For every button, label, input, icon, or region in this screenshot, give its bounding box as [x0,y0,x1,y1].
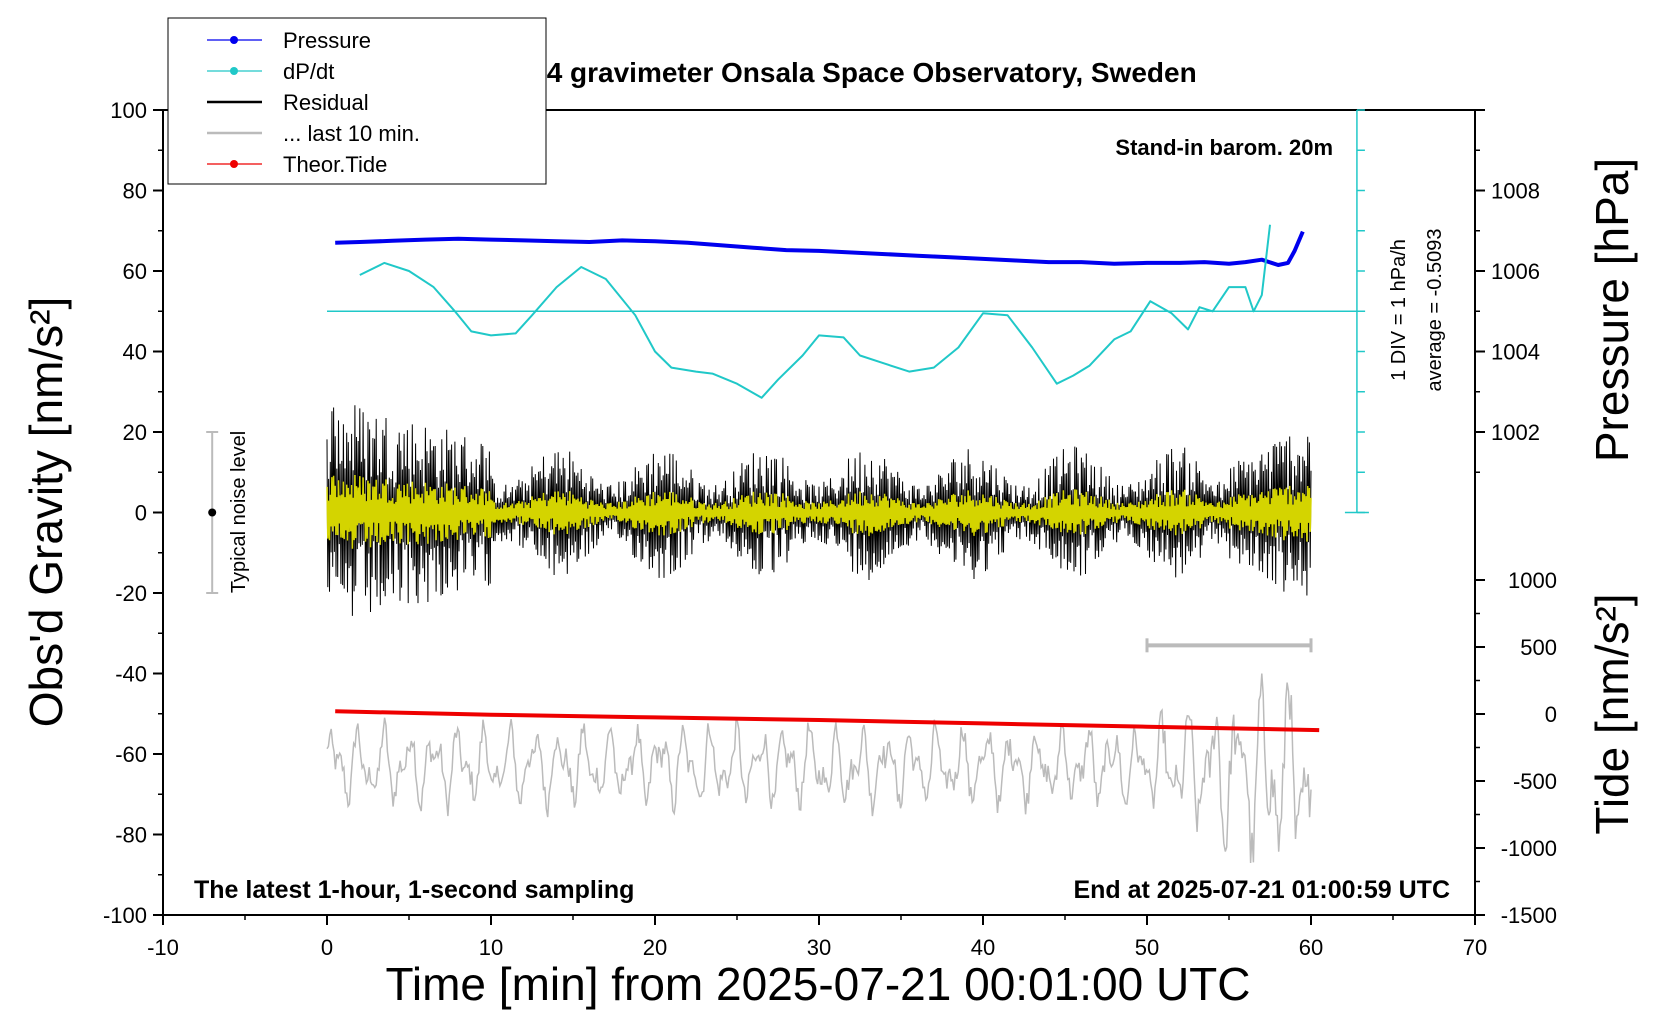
x-tick-label: 20 [643,935,667,960]
div-scale-note: 1 DIV = 1 hPa/h [1388,239,1410,381]
dpdt-line [359,224,1271,399]
tide-tick-label: -1000 [1501,836,1557,861]
legend-label: dP/dt [283,59,334,84]
x-tick-label: 70 [1463,935,1487,960]
x-axis-title: Time [min] from 2025-07-21 00:01:00 UTC [386,958,1251,1010]
legend-marker [230,67,238,75]
y-axis-title-tide: Tide [nm/s²] [1586,593,1638,834]
y-tick-label-left: 20 [123,420,147,445]
footer-right-note: End at 2025-07-21 01:00:59 UTC [1073,876,1450,904]
legend-marker [230,160,238,168]
last-10-min-line [326,673,1312,864]
x-tick-label: 60 [1299,935,1323,960]
tide-tick-label: -500 [1513,769,1557,794]
tide-tick-label: -1500 [1501,903,1557,928]
y-tick-label-left: -60 [115,742,147,767]
legend-label: Residual [283,90,369,115]
barometer-note: Stand-in barom. 20m [1115,135,1333,160]
y-axis-title-left: Obs'd Gravity [nm/s²] [20,297,72,728]
y-axis-title-pressure: Pressure [hPa] [1586,158,1638,462]
tide-tick-label: 1000 [1508,568,1557,593]
y-tick-label-left: -40 [115,662,147,687]
axis-ticks: -10 0 10 20 30 40 50 60 70100806040200-20-40-60-… [103,98,1557,960]
legend-label: ... last 10 min. [283,121,420,146]
x-tick-label: -10 [147,935,179,960]
y-tick-label-left: 80 [123,179,147,204]
y-tick-label-left: 60 [123,259,147,284]
data-series [206,224,1320,864]
footer-left-note: The latest 1-hour, 1-second sampling [194,876,634,904]
x-tick-label: 40 [971,935,995,960]
pressure-tick-label: 1002 [1491,420,1540,445]
y-tick-label-left: -100 [103,903,147,928]
y-tick-label-left: 40 [123,340,147,365]
y-tick-label-left: 100 [110,98,147,123]
y-tick-label-left: -20 [115,581,147,606]
pressure-tick-label: 1006 [1491,259,1540,284]
legend-label: Theor.Tide [283,152,387,177]
pressure-line [335,230,1305,267]
x-tick-label: 50 [1135,935,1159,960]
y-tick-label-left: 0 [135,501,147,526]
tide-tick-label: 0 [1545,702,1557,727]
residual-filtered-line [326,474,1312,549]
tide-line [335,709,1320,733]
x-tick-label: 0 [321,935,333,960]
legend-label: Pressure [283,28,371,53]
pressure-tick-label: 1008 [1491,179,1540,204]
dpdt-scale [327,109,1369,514]
noise-bar-center [208,508,217,517]
pressure-tick-label: 1004 [1491,340,1540,365]
residual-line [326,405,1312,616]
tide-tick-label: 500 [1520,635,1557,660]
x-tick-label: 10 [479,935,503,960]
legend: Pressure dP/dt Residual ... last 10 min. The… [167,17,547,185]
y-tick-label-left: -80 [115,823,147,848]
legend-marker [230,36,238,44]
chart-title: SCG_054 gravimeter Onsala Space Observat… [439,57,1196,88]
noise-note: Typical noise level [228,431,250,593]
x-tick-label: 30 [807,935,831,960]
average-note: average = -0.5093 [1424,229,1446,392]
